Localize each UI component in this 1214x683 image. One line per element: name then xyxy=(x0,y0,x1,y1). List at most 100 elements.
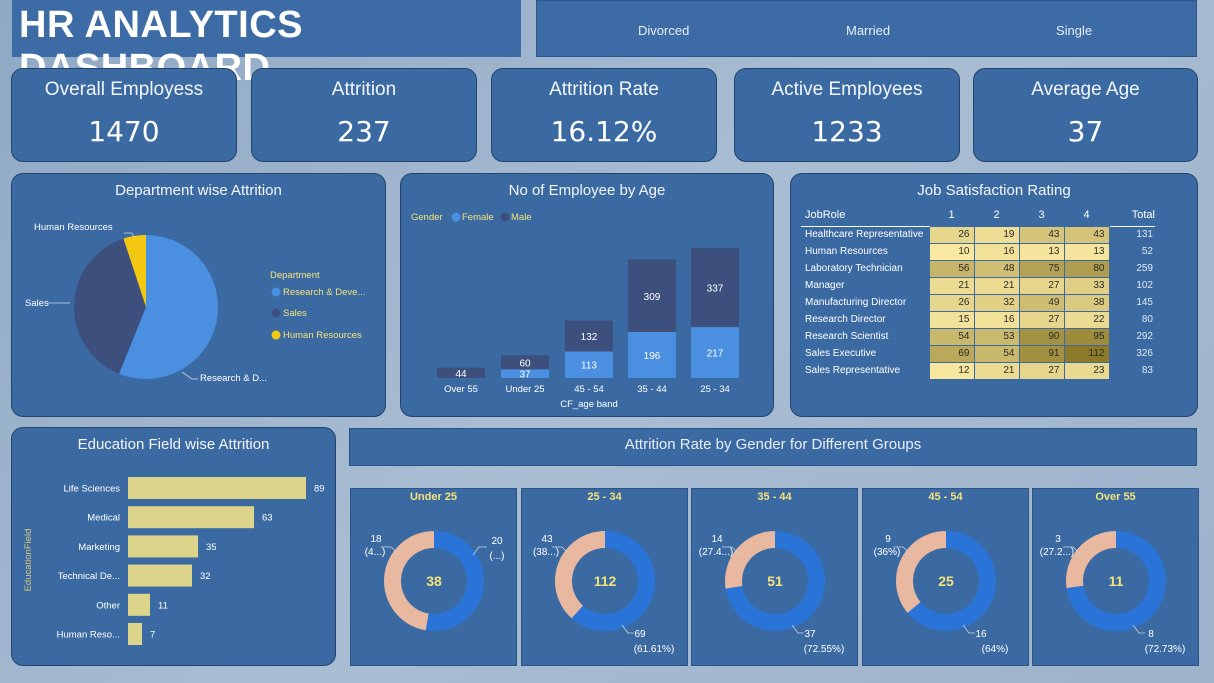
donut-title: 25 - 34 xyxy=(587,491,622,503)
job-role-cell: Research Scientist xyxy=(805,331,889,342)
employee-age-panel: No of Employee by Age Gender Female Male… xyxy=(400,173,774,417)
rating-cell: 21 xyxy=(973,361,1020,380)
job-role-cell: Human Resources xyxy=(805,246,888,257)
bar-male[interactable] xyxy=(691,248,739,328)
legend-item-female[interactable]: Female xyxy=(462,212,494,223)
kpi-label: Attrition Rate xyxy=(549,79,659,100)
donut-hole xyxy=(913,548,979,614)
kpi-label: Active Employees xyxy=(771,79,923,100)
bar-male[interactable] xyxy=(437,367,485,378)
rating-cell: 75 xyxy=(1018,259,1065,278)
male-count: 8 xyxy=(1148,629,1154,640)
table-row[interactable]: Sales Representative 12 21 27 23 83 xyxy=(801,361,1155,380)
bar-value-male: 60 xyxy=(519,358,531,369)
legend-dot-female xyxy=(451,212,461,222)
bar-male[interactable] xyxy=(501,355,549,370)
pie-label-sales: Sales xyxy=(25,298,49,309)
rating-cell: 26 xyxy=(928,225,975,244)
matrix-header: JobRole xyxy=(805,208,846,221)
legend-dot-rd xyxy=(271,287,281,297)
legend-item-sales[interactable]: Sales xyxy=(283,308,307,319)
gender-donut-chart[interactable]: 51 14 (27.4...) 37 (72.55%) xyxy=(692,489,859,667)
job-role-cell: Sales Representative xyxy=(805,365,901,376)
bar-female[interactable] xyxy=(565,351,613,378)
table-row[interactable]: Sales Executive 69 54 91 112 326 xyxy=(801,344,1155,363)
donut-hole xyxy=(1083,548,1149,614)
bar-male[interactable] xyxy=(628,259,676,333)
y-axis-label: EducationField xyxy=(23,529,34,592)
slicer-married[interactable]: Married xyxy=(846,23,891,38)
male-count: 16 xyxy=(975,629,987,640)
job-role-cell: Sales Executive xyxy=(805,348,877,359)
job-role-cell: Research Director xyxy=(805,314,886,325)
bar-female[interactable] xyxy=(691,327,739,378)
rating-cell: 32 xyxy=(973,293,1020,312)
legend-item-male[interactable]: Male xyxy=(511,212,532,223)
donut-card: Under 25 38 18 (4...) 20 (...) xyxy=(350,488,517,666)
legend-item-hr[interactable]: Human Resources xyxy=(283,330,362,341)
edu-bar[interactable] xyxy=(128,535,198,558)
table-row[interactable]: Healthcare Representative 26 19 43 43 131 xyxy=(801,225,1155,244)
donut-center-value: 25 xyxy=(938,573,954,589)
matrix-header-row: JobRole 1 2 3 4 Total xyxy=(801,204,1155,226)
pie-slice-rd[interactable] xyxy=(118,235,219,379)
gender-donut-chart[interactable]: 11 3 (27.2...) 8 (72.73%) xyxy=(1033,489,1200,667)
bar-female[interactable] xyxy=(628,332,676,378)
x-tick-label: 45 - 54 xyxy=(574,384,604,395)
x-tick-label: 25 - 34 xyxy=(700,384,730,395)
rating-cell: 90 xyxy=(1018,327,1065,346)
slicer-single[interactable]: Single xyxy=(1056,23,1093,38)
x-tick-label: Over 55 xyxy=(444,384,478,395)
bar-female[interactable] xyxy=(501,369,549,378)
rating-cell: 80 xyxy=(1063,259,1110,278)
male-count: 69 xyxy=(634,629,646,640)
gender-donut-chart[interactable]: 38 18 (4...) 20 (...) xyxy=(351,489,518,667)
male-count: 37 xyxy=(804,629,816,640)
panel-title: No of Employee by Age xyxy=(508,182,666,199)
rating-cell: 15 xyxy=(928,310,975,329)
legend-dot-sales xyxy=(271,308,281,318)
slicer-divorced[interactable]: Divorced xyxy=(638,23,690,38)
legend-item-rd[interactable]: Research & Deve... xyxy=(283,287,365,298)
edu-bar[interactable] xyxy=(128,477,306,499)
rating-cell: 54 xyxy=(928,327,975,346)
rating-cell: 56 xyxy=(928,259,975,278)
kpi-label: Overall Employess xyxy=(44,79,204,100)
rating-cell: 54 xyxy=(973,344,1020,363)
donut-hole xyxy=(742,548,808,614)
x-tick-label: Under 25 xyxy=(505,384,544,395)
total-cell: 80 xyxy=(1141,314,1153,325)
table-row[interactable]: Laboratory Technician 56 48 75 80 259 xyxy=(801,259,1155,278)
edu-bar[interactable] xyxy=(128,623,142,645)
department-pie-chart[interactable]: Human Resources Sales Research & D... De… xyxy=(12,174,387,418)
pie-label-rd: Research & D... xyxy=(200,373,267,384)
table-row[interactable]: Human Resources 10 16 13 13 52 xyxy=(801,242,1155,261)
gender-donut-chart[interactable]: 25 9 (36%) 16 (64%) xyxy=(863,489,1030,667)
donut-card: 25 - 34 112 43 (38...) 69 (61.61%) xyxy=(521,488,688,666)
table-row[interactable]: Manager 21 21 27 33 102 xyxy=(801,276,1155,295)
gender-donut-chart[interactable]: 112 43 (38...) 69 (61.61%) xyxy=(522,489,689,667)
bar-male[interactable] xyxy=(565,320,613,352)
pie-slice-hr[interactable] xyxy=(123,235,146,307)
y-tick-label: Life Sciences xyxy=(63,484,120,495)
edu-bar[interactable] xyxy=(128,564,192,587)
donut-title: 35 - 44 xyxy=(757,491,792,503)
y-tick-label: Marketing xyxy=(78,542,120,553)
table-row[interactable]: Manufacturing Director 26 32 49 38 145 xyxy=(801,293,1155,312)
job-satisfaction-panel: Job Satisfaction Rating JobRole 1 2 3 4 … xyxy=(790,173,1198,417)
kpi-attrition-rate: Attrition Rate 16.12% xyxy=(491,68,717,162)
matrix-header: Total xyxy=(1131,208,1155,221)
donut-title: 45 - 54 xyxy=(928,491,963,503)
edu-bar[interactable] xyxy=(128,593,150,616)
education-bar-chart[interactable]: EducationField Life Sciences 89 Medical 63 M… xyxy=(12,428,337,667)
marital-status-slicer[interactable]: Divorced Married Single xyxy=(536,0,1197,57)
job-satisfaction-matrix: JobRole 1 2 3 4 Total Healthcare Represe… xyxy=(801,204,1155,380)
rating-cell: 38 xyxy=(1063,293,1110,312)
edu-bar[interactable] xyxy=(128,506,254,529)
table-row[interactable]: Research Director 15 16 27 22 80 xyxy=(801,310,1155,329)
pie-slice-sales[interactable] xyxy=(74,238,146,374)
rating-cell: 53 xyxy=(973,327,1020,346)
table-row[interactable]: Research Scientist 54 53 90 95 292 xyxy=(801,327,1155,346)
donut-card: 35 - 44 51 14 (27.4...) 37 (72.55%) xyxy=(691,488,858,666)
